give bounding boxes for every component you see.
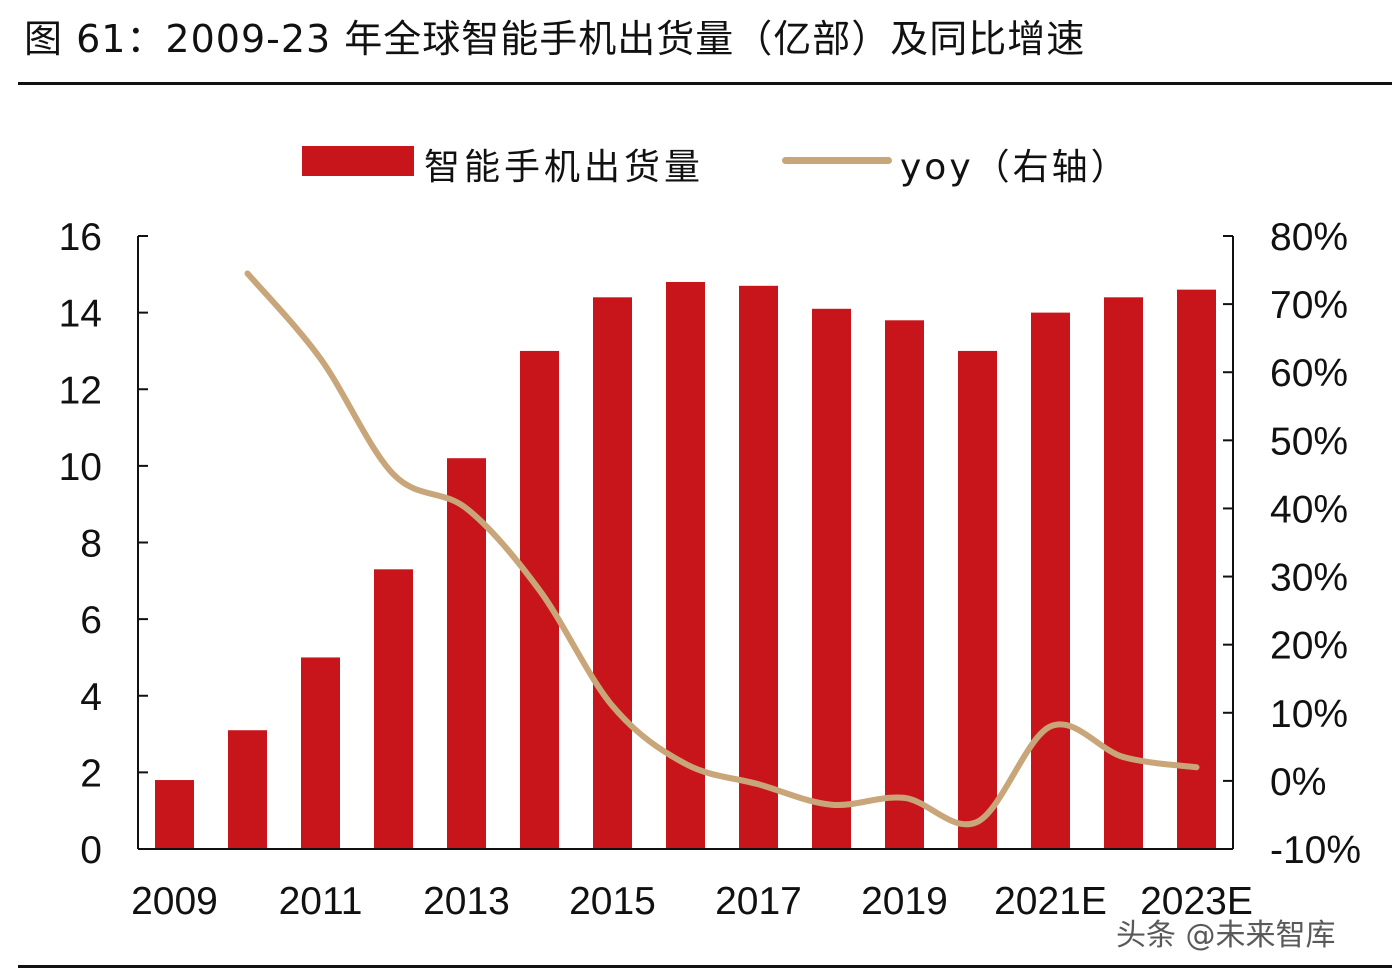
chart-title: 图 61：2009-23 年全球智能手机出货量（亿部）及同比增速 xyxy=(24,17,1086,61)
x-tick-label: 2011 xyxy=(279,880,363,923)
x-tick-label: 2019 xyxy=(861,880,948,923)
yoy-line xyxy=(244,270,1200,828)
y-right-tick-label: 0% xyxy=(1270,761,1326,804)
x-tick-label: 2015 xyxy=(569,880,656,923)
bar-2023E xyxy=(1177,289,1216,849)
y-right-tick-label: 80% xyxy=(1270,216,1348,259)
y-right-tick-label: 40% xyxy=(1270,488,1348,531)
bar-2009 xyxy=(155,780,194,849)
bar-2017 xyxy=(739,285,778,849)
bar-2010 xyxy=(228,730,267,849)
y-right-tick-label: 60% xyxy=(1270,352,1348,395)
y-right-tick-label: 70% xyxy=(1270,284,1348,327)
legend: 智能手机出货量 yoy（右轴） xyxy=(0,136,1398,188)
x-tick-label: 2013 xyxy=(423,880,510,923)
y-right-tick-label: 30% xyxy=(1270,557,1348,600)
y-left-tick-label: 14 xyxy=(59,293,102,336)
watermark: 头条 @未来智库 xyxy=(1116,918,1336,953)
y-left-tick-label: 0 xyxy=(80,829,102,872)
x-tick-label: 2021E xyxy=(994,880,1107,923)
y-left-tick-label: 6 xyxy=(80,599,102,642)
x-tick-label: 2017 xyxy=(715,880,802,923)
bar-2019 xyxy=(885,320,924,850)
y-left-tick-label: 16 xyxy=(59,216,102,259)
y-right-tick-label: -10% xyxy=(1270,829,1361,872)
bar-2012 xyxy=(374,569,413,849)
y-right-tick-label: 20% xyxy=(1270,625,1348,668)
x-tick-label: 2009 xyxy=(131,880,218,923)
bar-2011 xyxy=(301,657,340,849)
bar-2014 xyxy=(520,350,559,849)
legend-bar-label: 智能手机出货量 xyxy=(424,147,705,188)
legend-bar-swatch xyxy=(302,146,414,176)
bar-2021E xyxy=(1031,312,1070,849)
bar-2020 xyxy=(958,350,997,849)
y-left-tick-label: 4 xyxy=(80,676,102,719)
y-left-tick-label: 8 xyxy=(80,523,102,566)
bar-2022E xyxy=(1104,297,1143,849)
bar-2018 xyxy=(812,308,851,849)
x-tick-label: 2023E xyxy=(1140,880,1253,923)
y-left-tick-label: 2 xyxy=(80,752,102,795)
y-left-tick-label: 12 xyxy=(59,369,102,412)
top-rule xyxy=(18,82,1392,85)
y-right-tick-label: 50% xyxy=(1270,420,1348,463)
bottom-rule xyxy=(18,965,1392,968)
y-right-tick-label: 10% xyxy=(1270,693,1348,736)
bar-2015 xyxy=(593,297,632,849)
legend-line-label: yoy（右轴） xyxy=(900,147,1130,188)
y-left-tick-label: 10 xyxy=(59,446,102,489)
legend-line-swatch xyxy=(782,157,892,164)
